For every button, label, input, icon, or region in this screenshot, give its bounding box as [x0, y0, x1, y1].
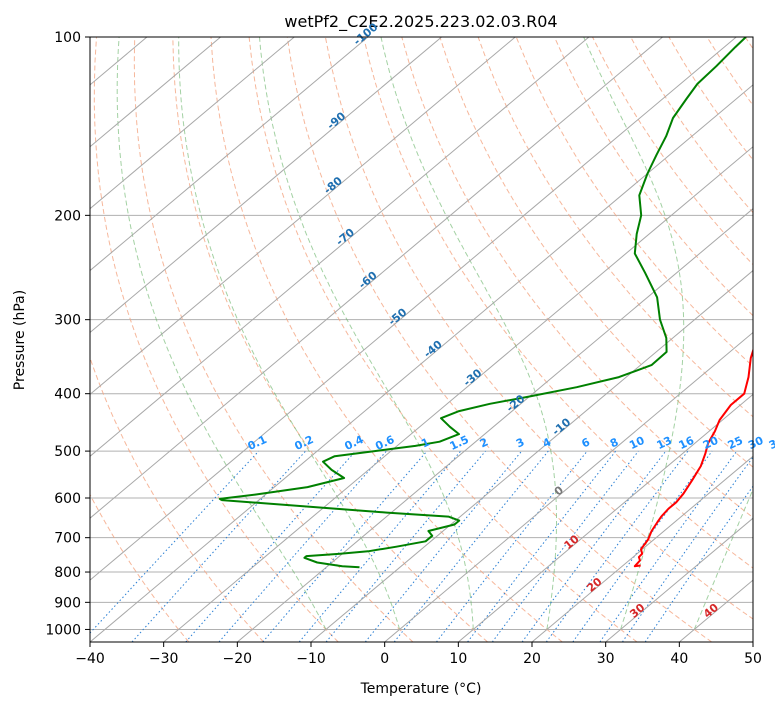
mixing-ratio-line	[393, 450, 549, 642]
y-tick-label: 200	[54, 208, 81, 224]
y-tick-label: 400	[54, 387, 81, 403]
skewed-isotherms	[0, 37, 753, 642]
plot-border	[89, 36, 754, 643]
mixing-ratio-line	[644, 485, 753, 642]
dry-adiabat	[363, 37, 753, 569]
grid	[90, 37, 753, 630]
y-tick-label: 800	[54, 565, 81, 581]
dry-adiabat	[286, 37, 712, 642]
mixing-ratio-line	[521, 450, 667, 642]
moist-adiabat	[259, 37, 474, 630]
x-tick-label: 10	[449, 651, 467, 667]
y-tick-label: 1000	[45, 622, 81, 638]
isotherm-line	[752, 641, 753, 642]
mixing-ratio-label: 36	[767, 434, 775, 452]
mixing-ratio-lines	[90, 450, 753, 642]
moist-adiabat	[178, 37, 401, 630]
isotherm-line	[310, 269, 753, 642]
x-tick-label: −40	[75, 651, 105, 667]
moist-adiabat	[380, 37, 557, 630]
dry-adiabat	[515, 37, 753, 368]
isotherm-line	[163, 146, 753, 642]
mixing-ratio-label: 10	[627, 434, 647, 452]
isotherm-line	[605, 517, 753, 642]
moist-adiabat	[116, 37, 327, 630]
y-tick-label: 300	[54, 313, 81, 329]
y-axis-label: Pressure (hPa)	[12, 290, 28, 390]
isotherm-line	[90, 37, 442, 334]
isotherm-line	[384, 331, 753, 642]
isotherm-line	[0, 37, 73, 642]
mixing-ratio-label: 30	[746, 434, 766, 452]
isotherm-line	[90, 37, 369, 272]
y-tick-label: 500	[54, 444, 81, 460]
mixing-ratio-line	[325, 450, 486, 642]
dewpoint-profile	[218, 37, 747, 569]
dry-adiabat	[133, 37, 414, 642]
isotherm-line	[90, 37, 295, 210]
mixing-ratio-line	[298, 450, 462, 642]
plot-frame	[89, 36, 754, 643]
isotherm-line	[90, 37, 737, 581]
dry-adiabat	[248, 37, 638, 642]
mixing-ratio-label: 20	[701, 434, 721, 452]
isotherm-line	[90, 37, 663, 519]
mixing-ratio-label: 16	[677, 434, 697, 452]
mixing-ratio-line	[90, 450, 260, 634]
isotherm-line	[90, 37, 221, 148]
y-tick-label: 900	[54, 595, 81, 611]
dry-adiabats	[90, 37, 753, 642]
mixing-ratio-line	[599, 450, 738, 642]
y-tick-label: 700	[54, 531, 81, 547]
x-tick-label: −30	[149, 651, 179, 667]
y-tick-label: 600	[54, 491, 81, 507]
isotherm-line	[237, 208, 753, 642]
x-tick-label: −10	[296, 651, 326, 667]
mixing-ratio-label: 25	[726, 434, 745, 452]
x-tick-label: 40	[670, 651, 688, 667]
mixing-ratio-line	[545, 450, 689, 642]
x-axis: −40 −30 −20 −10 0 10 20 30 40 50	[75, 642, 762, 667]
isotherm-line	[90, 37, 590, 457]
x-tick-label: 20	[523, 651, 541, 667]
chart-title: wetPf2_C2E2.2025.223.02.03.R04	[284, 12, 557, 32]
mixing-ratio-line	[131, 450, 306, 642]
mixing-ratio-line	[621, 456, 753, 642]
isotherm-line	[90, 37, 516, 396]
dry-adiabat	[477, 37, 753, 418]
temperature-profile	[633, 347, 753, 568]
x-axis-label: Temperature (°C)	[360, 681, 482, 697]
mixing-ratio-line	[491, 450, 639, 642]
y-axis: 100 200 300 400 500 600 700 800 900 1000	[45, 30, 90, 638]
isotherm-line	[531, 455, 753, 642]
y-tick-label: 100	[54, 30, 81, 46]
plot-background	[90, 37, 753, 642]
dry-adiabat	[93, 37, 339, 642]
isotherm-line	[90, 84, 753, 642]
dry-adiabat	[553, 37, 753, 317]
mixing-ratio-label: 13	[655, 434, 674, 452]
dry-adiabat	[324, 37, 753, 620]
x-tick-label: 50	[744, 651, 762, 667]
x-tick-label: 30	[597, 651, 615, 667]
mixing-ratio-line	[185, 450, 356, 642]
profiles	[218, 37, 753, 569]
mixing-ratio-line	[364, 450, 523, 642]
mixing-ratio-line	[572, 450, 713, 642]
x-tick-label: 0	[380, 651, 389, 667]
moist-adiabat	[583, 37, 685, 630]
isotherm-line	[458, 393, 753, 642]
dry-adiabat	[90, 356, 264, 642]
mixing-ratio-line	[218, 450, 387, 642]
plot-area	[90, 37, 753, 642]
moist-adiabats	[116, 37, 753, 630]
x-tick-label: −20	[223, 651, 253, 667]
dry-adiabat	[210, 37, 563, 642]
